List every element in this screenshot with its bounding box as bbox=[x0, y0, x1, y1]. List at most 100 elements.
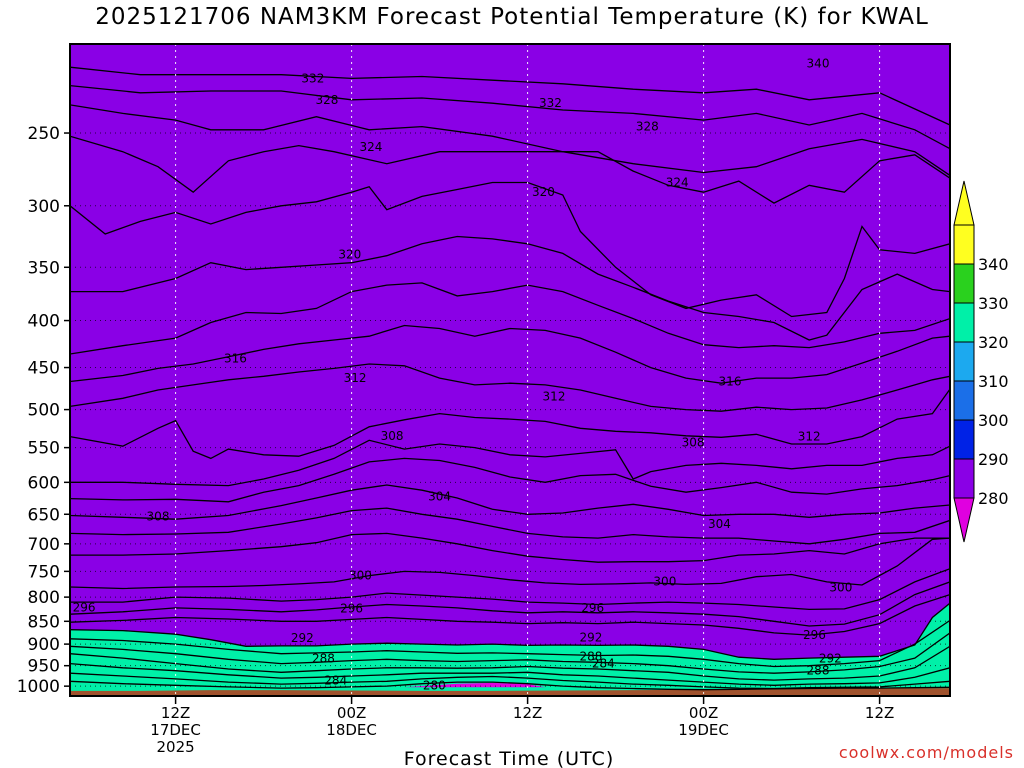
contour-line bbox=[70, 235, 950, 341]
contour-line bbox=[70, 484, 950, 520]
contour-line bbox=[70, 672, 950, 690]
contour-line bbox=[70, 568, 950, 611]
contour-label: 328 bbox=[316, 93, 339, 107]
contour-line bbox=[70, 537, 950, 590]
contour-label: 292 bbox=[580, 630, 603, 644]
ground-surface bbox=[70, 688, 950, 696]
contour-label: 312 bbox=[344, 371, 367, 385]
contour-label: 332 bbox=[539, 96, 562, 110]
y-tick-label: 350 bbox=[28, 258, 60, 278]
x-tick-label: 12Z bbox=[865, 704, 894, 722]
contour-label: 292 bbox=[291, 631, 314, 645]
colorbar-segment bbox=[953, 458, 975, 499]
contour-label: 308 bbox=[381, 429, 404, 443]
y-tick-label: 900 bbox=[28, 635, 60, 655]
band-290 bbox=[70, 44, 950, 660]
y-tick-label: 250 bbox=[28, 124, 60, 144]
colorbar-segment bbox=[953, 302, 975, 343]
contour-label: 292 bbox=[819, 651, 842, 665]
y-tick-label: 950 bbox=[28, 657, 60, 677]
contour-label: 296 bbox=[73, 600, 96, 614]
contour-label: 328 bbox=[636, 120, 659, 134]
colorbar-over-arrow bbox=[953, 180, 975, 226]
pressure-axis: 250 300 350 400 450 500 550 600 650 700 750 800 850 9… bbox=[17, 124, 70, 697]
y-tick-label: 600 bbox=[28, 473, 60, 493]
chart-title: 2025121706 NAM3KM Forecast Potential Tem… bbox=[95, 4, 929, 30]
contour-label: 312 bbox=[543, 390, 566, 404]
y-tick-label: 500 bbox=[28, 401, 60, 421]
colorbar-segment bbox=[953, 263, 975, 304]
contour-line bbox=[70, 602, 950, 660]
contour-line bbox=[70, 680, 950, 691]
x-tick-label: 12Z bbox=[513, 704, 542, 722]
y-tick-label: 700 bbox=[28, 535, 60, 555]
colorbar-label: 280 bbox=[978, 489, 1009, 508]
contour-label: 304 bbox=[428, 490, 451, 504]
contour-line bbox=[70, 135, 950, 204]
y-tick-label: 450 bbox=[28, 359, 60, 379]
contour-line bbox=[70, 439, 950, 487]
filled-contour-bands bbox=[70, 44, 950, 696]
contour-label: 280 bbox=[423, 678, 446, 692]
contour-line bbox=[70, 581, 950, 627]
credit-link[interactable]: coolwx.com/models bbox=[838, 743, 1014, 762]
y-tick-label: 650 bbox=[28, 505, 60, 525]
contour-label: 296 bbox=[340, 601, 363, 615]
colorbar: 280 290 300 310 320 330 340 bbox=[953, 180, 1009, 543]
y-tick-label: 550 bbox=[28, 439, 60, 459]
colorbar-label: 290 bbox=[978, 450, 1009, 469]
contour-label: 304 bbox=[708, 517, 731, 531]
contour-label: 320 bbox=[532, 185, 555, 199]
contour-line bbox=[70, 84, 950, 150]
y-tick-label: 850 bbox=[28, 612, 60, 632]
contour-line bbox=[70, 507, 950, 545]
colorbar-segment bbox=[953, 341, 975, 382]
contour-line bbox=[70, 632, 950, 674]
contour-label: 324 bbox=[360, 140, 383, 154]
contour-line bbox=[70, 363, 950, 412]
colorbar-label: 320 bbox=[978, 333, 1009, 352]
colorbar-under-arrow bbox=[953, 497, 975, 543]
contour-label: 320 bbox=[338, 248, 361, 262]
contour-label: 316 bbox=[224, 352, 247, 366]
contour-label: 312 bbox=[798, 430, 821, 444]
colorbar-label: 330 bbox=[978, 294, 1009, 313]
colorbar-segment bbox=[953, 419, 975, 460]
contour-label: 296 bbox=[581, 601, 604, 615]
contour-lines bbox=[70, 66, 950, 691]
colorbar-label: 300 bbox=[978, 411, 1009, 430]
contour-line bbox=[70, 662, 950, 686]
contour-label: 300 bbox=[653, 574, 676, 588]
y-tick-label: 750 bbox=[28, 562, 60, 582]
contour-label: 324 bbox=[666, 176, 689, 190]
contour-label: 288 bbox=[580, 649, 603, 663]
colorbar-label: 310 bbox=[978, 372, 1009, 391]
x-tick-label: 2025 bbox=[157, 738, 195, 756]
contour-line bbox=[70, 532, 950, 563]
contour-label: 296 bbox=[803, 628, 826, 642]
contour-line bbox=[70, 104, 950, 176]
x-tick-label: 19DEC bbox=[678, 721, 729, 739]
contour-label: 316 bbox=[719, 374, 742, 388]
contour-label: 308 bbox=[682, 436, 705, 450]
contour-label: 300 bbox=[349, 569, 372, 583]
contour-label: 288 bbox=[807, 663, 830, 677]
colorbar-segment bbox=[953, 380, 975, 421]
contour-label: 340 bbox=[807, 56, 830, 70]
x-tick-label: 00Z bbox=[689, 704, 718, 722]
contour-label: 284 bbox=[324, 674, 347, 688]
y-tick-label: 800 bbox=[28, 588, 60, 608]
y-tick-label: 300 bbox=[28, 197, 60, 217]
contour-label: 284 bbox=[592, 657, 615, 671]
x-axis-label: Forecast Time (UTC) bbox=[404, 748, 614, 768]
grid-lines bbox=[70, 44, 950, 696]
contour-line bbox=[70, 593, 950, 636]
contour-line bbox=[70, 645, 950, 681]
contour-labels: 340 332 332 328 328 324 324 320 320 316 316 312 312 3… bbox=[73, 56, 853, 692]
y-tick-label: 400 bbox=[28, 312, 60, 332]
x-tick-label: 00Z bbox=[337, 704, 366, 722]
contour-label: 332 bbox=[301, 71, 324, 85]
contour-label: 308 bbox=[147, 510, 170, 524]
